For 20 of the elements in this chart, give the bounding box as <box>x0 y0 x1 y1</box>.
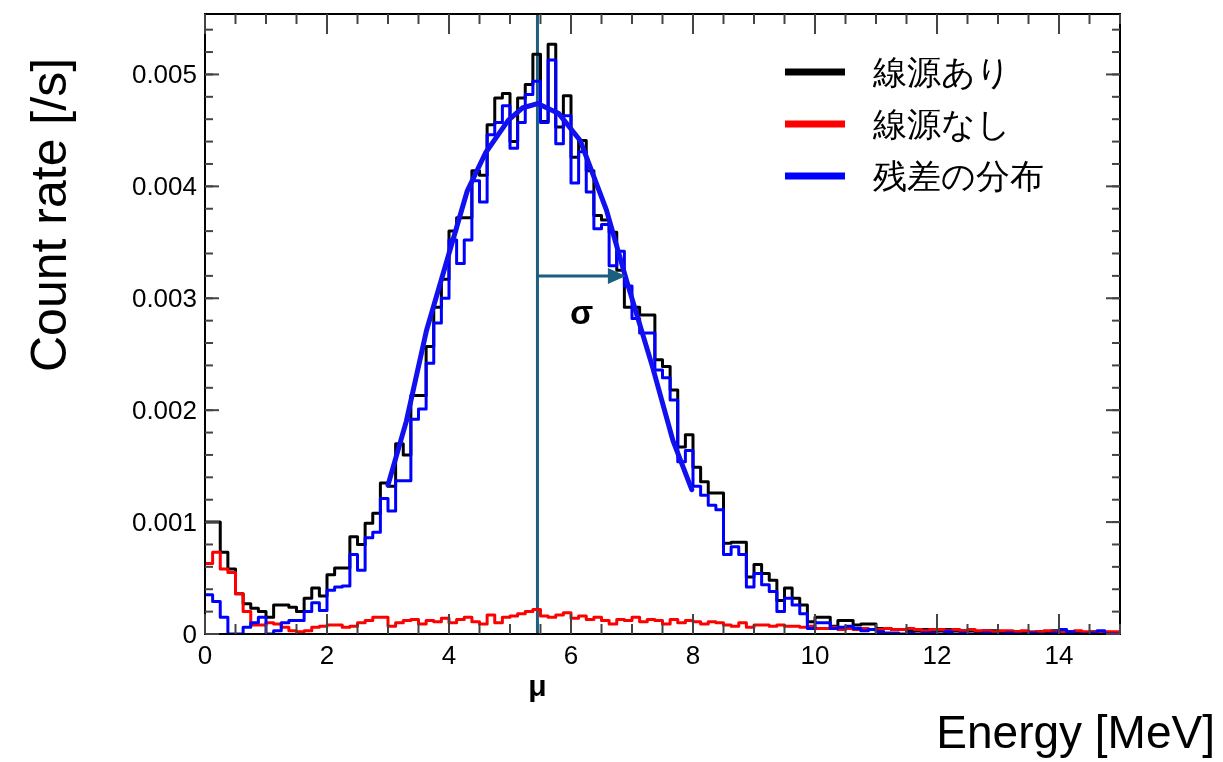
y-tick-label: 0.003 <box>131 283 197 314</box>
y-tick-label: 0.004 <box>131 171 197 202</box>
legend-label: 線源あり <box>872 53 1011 91</box>
y-tick-label: 0.005 <box>131 59 197 90</box>
x-tick-label: 4 <box>441 640 457 670</box>
x-tick-label: 2 <box>319 640 335 670</box>
ref-line-label: μ <box>528 669 547 702</box>
legend-label: 残差の分布 <box>873 157 1044 195</box>
annotation: σ <box>570 292 594 331</box>
x-tick-label: 12 <box>922 640 952 670</box>
x-tick-label: 10 <box>800 640 830 670</box>
x-axis-title: Energy [MeV] <box>936 706 1215 758</box>
x-tick-label: 14 <box>1044 640 1074 670</box>
y-tick-label: 0.002 <box>131 395 197 426</box>
legend-label: 線源なし <box>872 105 1011 143</box>
y-axis-title: Count rate [/s] <box>21 57 77 373</box>
x-tick-label: 6 <box>563 640 579 670</box>
y-tick-label: 0 <box>182 619 197 649</box>
y-tick-label: 0.001 <box>131 507 197 538</box>
x-tick-label: 8 <box>685 640 701 670</box>
